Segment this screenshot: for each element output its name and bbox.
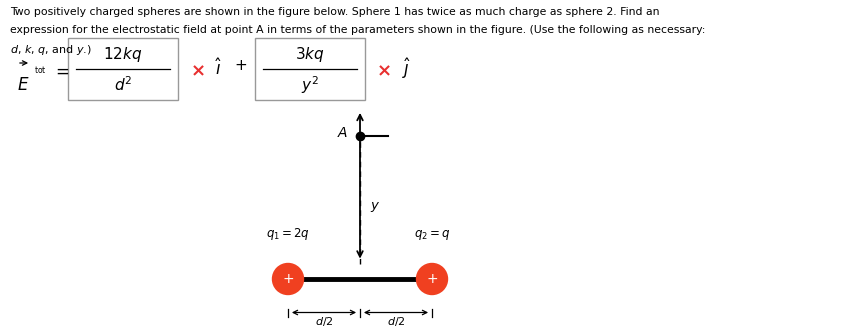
Bar	[255, 38, 365, 100]
Circle shape	[273, 263, 303, 295]
Text: $A$: $A$	[337, 126, 348, 140]
Text: $_{\rm tot}$: $_{\rm tot}$	[34, 65, 47, 77]
Text: $+$: $+$	[282, 272, 294, 286]
Text: $d$, $k$, $q$, and $y$.): $d$, $k$, $q$, and $y$.)	[10, 43, 92, 57]
Text: $q_1 = 2q$: $q_1 = 2q$	[266, 225, 310, 242]
Text: $\hat{\jmath}$: $\hat{\jmath}$	[402, 57, 412, 81]
Text: $y$: $y$	[370, 201, 380, 214]
Text: $\mathbf{\times}$: $\mathbf{\times}$	[190, 62, 204, 80]
Text: $+$: $+$	[426, 272, 438, 286]
Text: $\hat{\imath}$: $\hat{\imath}$	[215, 59, 222, 79]
Bar	[68, 38, 178, 100]
Text: $d^2$: $d^2$	[114, 76, 132, 94]
Text: $d/2$: $d/2$	[387, 314, 406, 327]
Text: $q_2 = q$: $q_2 = q$	[414, 227, 450, 242]
Text: $12kq$: $12kq$	[103, 45, 142, 64]
Text: $+$: $+$	[234, 59, 247, 73]
Text: $=$: $=$	[52, 62, 69, 80]
Text: $\mathbf{\times}$: $\mathbf{\times}$	[376, 62, 391, 80]
Text: $d/2$: $d/2$	[314, 314, 333, 327]
Text: expression for the electrostatic field at point A in terms of the parameters sho: expression for the electrostatic field a…	[10, 25, 705, 35]
Text: $3kq$: $3kq$	[295, 45, 325, 64]
Circle shape	[417, 263, 447, 295]
Text: $\mathbf{\mathit{E}}$: $\mathbf{\mathit{E}}$	[17, 76, 30, 94]
Text: $y^2$: $y^2$	[301, 74, 319, 96]
Text: Two positively charged spheres are shown in the figure below. Sphere 1 has twice: Two positively charged spheres are shown…	[10, 7, 659, 17]
